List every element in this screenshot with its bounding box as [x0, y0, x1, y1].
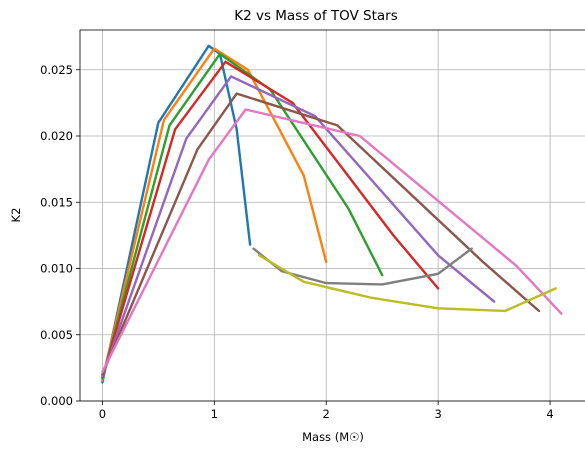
x-tick-label: 1: [211, 407, 218, 421]
x-axis-label: Mass (M☉): [302, 430, 364, 444]
y-tick-label: 0.025: [40, 63, 73, 77]
series-line: [101, 75, 496, 377]
plot-frame: [79, 29, 585, 402]
series-line: [257, 254, 557, 313]
series-line: [101, 92, 541, 376]
y-axis-ticks: 0.000 0.005 0.010 0.015 0.020 0.025: [40, 63, 80, 408]
y-tick-label: 0.020: [40, 129, 73, 143]
x-tick-label: 3: [434, 407, 441, 421]
chart-title: K2 vs Mass of TOV Stars: [234, 8, 398, 24]
x-tick-label: 0: [99, 407, 106, 421]
y-tick-label: 0.000: [40, 394, 73, 408]
y-axis-label: K2: [9, 208, 23, 223]
y-tick-label: 0.015: [40, 195, 73, 209]
y-tick-label: 0.010: [40, 262, 73, 276]
grid: [80, 30, 585, 402]
series-line: [101, 108, 563, 374]
x-axis-ticks: 0 1 2 3 4: [99, 401, 554, 421]
y-tick-label: 0.005: [40, 328, 73, 342]
x-tick-label: 2: [323, 407, 330, 421]
series-line: [101, 47, 328, 381]
series-line: [101, 52, 384, 380]
series-line: [101, 44, 252, 384]
curves: [101, 44, 563, 384]
series-line: [252, 247, 473, 286]
series-line: [101, 60, 440, 379]
x-tick-label: 4: [546, 407, 553, 421]
